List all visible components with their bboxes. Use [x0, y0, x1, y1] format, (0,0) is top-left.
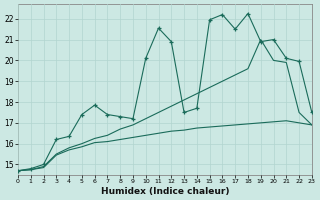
X-axis label: Humidex (Indice chaleur): Humidex (Indice chaleur): [101, 187, 229, 196]
